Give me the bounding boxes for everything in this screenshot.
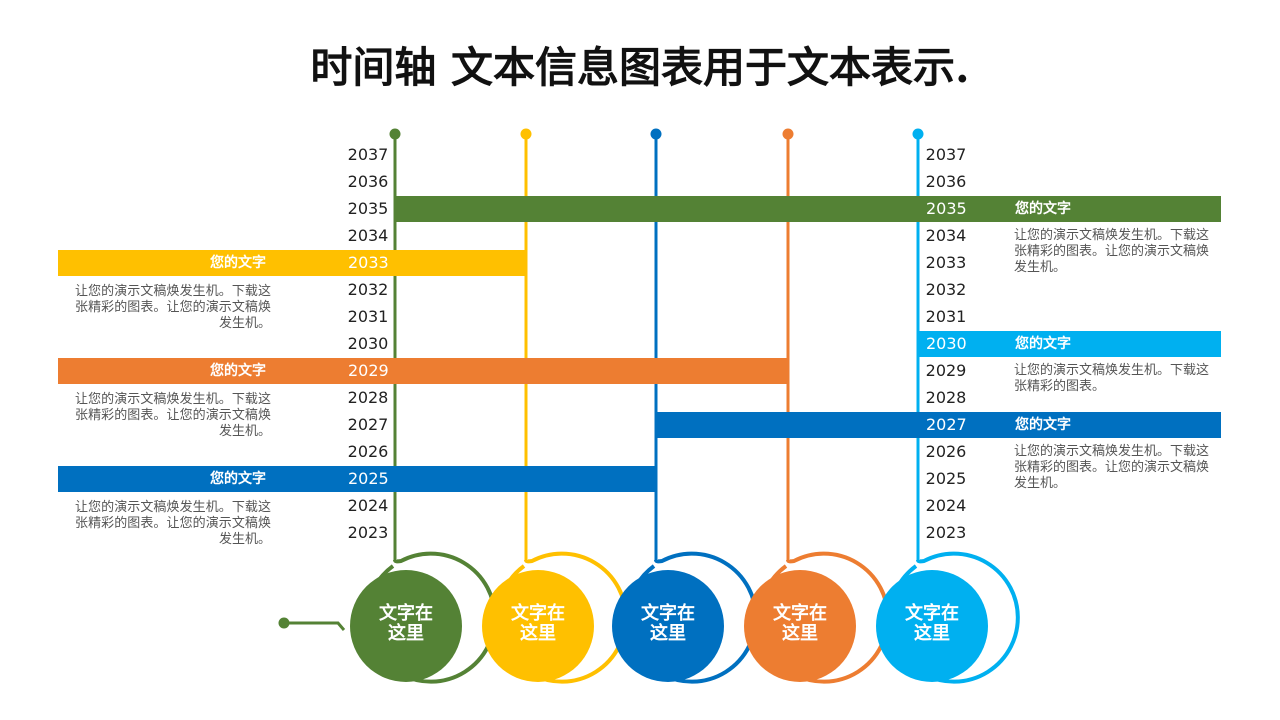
circle-label-line: 文字在 xyxy=(641,603,695,624)
year-label-right: 2031 xyxy=(925,307,967,326)
year-label-right: 2037 xyxy=(925,145,967,164)
circle-label-line: 这里 xyxy=(782,623,818,644)
circle-label: 文字在 这里 xyxy=(745,604,855,644)
year-label-left: 2030 xyxy=(347,334,389,353)
year-circle xyxy=(612,570,724,682)
year-label-right: 2034 xyxy=(925,226,967,245)
year-label-left: 2024 xyxy=(347,496,389,515)
year-label-right: 2023 xyxy=(925,523,967,542)
line-top-dot xyxy=(782,128,794,140)
year-label-left: 2034 xyxy=(347,226,389,245)
year-label-left: 2037 xyxy=(347,145,389,164)
year-label-right: 2036 xyxy=(925,172,967,191)
bar-label: 您的文字 xyxy=(210,255,266,271)
bar-label: 您的文字 xyxy=(210,363,266,379)
year-label-right: 2029 xyxy=(925,361,967,380)
circle-label: 文字在 这里 xyxy=(877,604,987,644)
bar-description: 让您的演示文稿焕发生机。下载这张精彩的图表。 xyxy=(1014,363,1210,394)
bar-label: 您的文字 xyxy=(210,471,266,487)
bar-description: 让您的演示文稿焕发生机。下载这张精彩的图表。让您的演示文稿焕发生机。 xyxy=(1014,228,1210,275)
bar-label: 您的文字 xyxy=(1015,201,1071,217)
bar-year: 2027 xyxy=(926,415,967,434)
circle-label-line: 这里 xyxy=(650,623,686,644)
year-label-left: 2035 xyxy=(347,199,389,218)
bar-year: 2033 xyxy=(348,253,389,272)
year-label-left: 2028 xyxy=(347,388,389,407)
bar-year: 2035 xyxy=(926,199,967,218)
year-label-right: 2025 xyxy=(925,469,967,488)
year-circle xyxy=(876,570,988,682)
circle-label-line: 这里 xyxy=(914,623,950,644)
year-label-left: 2036 xyxy=(347,172,389,191)
connector-dot xyxy=(278,617,290,629)
timeline-bar xyxy=(918,331,1221,357)
year-label-right: 2028 xyxy=(925,388,967,407)
circle-label-line: 文字在 xyxy=(773,603,827,624)
connector-line xyxy=(284,621,346,631)
circle-label-line: 这里 xyxy=(520,623,556,644)
circle-label-line: 文字在 xyxy=(511,603,565,624)
bar-label: 您的文字 xyxy=(1015,336,1071,352)
year-circle xyxy=(744,570,856,682)
year-label-right: 2032 xyxy=(925,280,967,299)
bar-description: 让您的演示文稿焕发生机。下载这张精彩的图表。让您的演示文稿焕发生机。 xyxy=(1014,444,1210,491)
year-label-left: 2027 xyxy=(347,415,389,434)
year-label-left: 2023 xyxy=(347,523,389,542)
bar-year: 2025 xyxy=(348,469,389,488)
circle-label-line: 文字在 xyxy=(379,603,433,624)
year-label-left: 2031 xyxy=(347,307,389,326)
circle-label-line: 这里 xyxy=(388,623,424,644)
page-title: 时间轴 文本信息图表用于文本表示. xyxy=(310,43,970,92)
circle-label: 文字在 这里 xyxy=(613,604,723,644)
year-label-right: 2024 xyxy=(925,496,967,515)
year-label-left: 2026 xyxy=(347,442,389,461)
timeline-bar xyxy=(656,412,1221,438)
year-label-left: 2032 xyxy=(347,280,389,299)
line-top-dot xyxy=(912,128,924,140)
bar-year: 2030 xyxy=(926,334,967,353)
year-circle xyxy=(482,570,594,682)
timeline-bar xyxy=(58,250,526,276)
timeline-bar xyxy=(58,466,656,492)
circle-label-line: 文字在 xyxy=(905,603,959,624)
year-label-right: 2033 xyxy=(925,253,967,272)
bar-description: 让您的演示文稿焕发生机。下载这张精彩的图表。让您的演示文稿焕发生机。 xyxy=(75,500,271,547)
timeline-bar xyxy=(395,196,1221,222)
line-top-dot xyxy=(520,128,532,140)
line-top-dot xyxy=(389,128,401,140)
bar-description: 让您的演示文稿焕发生机。下载这张精彩的图表。让您的演示文稿焕发生机。 xyxy=(75,284,271,331)
circle-label: 文字在 这里 xyxy=(351,604,461,644)
year-label-right: 2026 xyxy=(925,442,967,461)
bar-year: 2029 xyxy=(348,361,389,380)
bar-label: 您的文字 xyxy=(1015,417,1071,433)
year-circle xyxy=(350,570,462,682)
line-top-dot xyxy=(650,128,662,140)
timeline-bar xyxy=(58,358,788,384)
bar-description: 让您的演示文稿焕发生机。下载这张精彩的图表。让您的演示文稿焕发生机。 xyxy=(75,392,271,439)
circle-label: 文字在 这里 xyxy=(483,604,593,644)
